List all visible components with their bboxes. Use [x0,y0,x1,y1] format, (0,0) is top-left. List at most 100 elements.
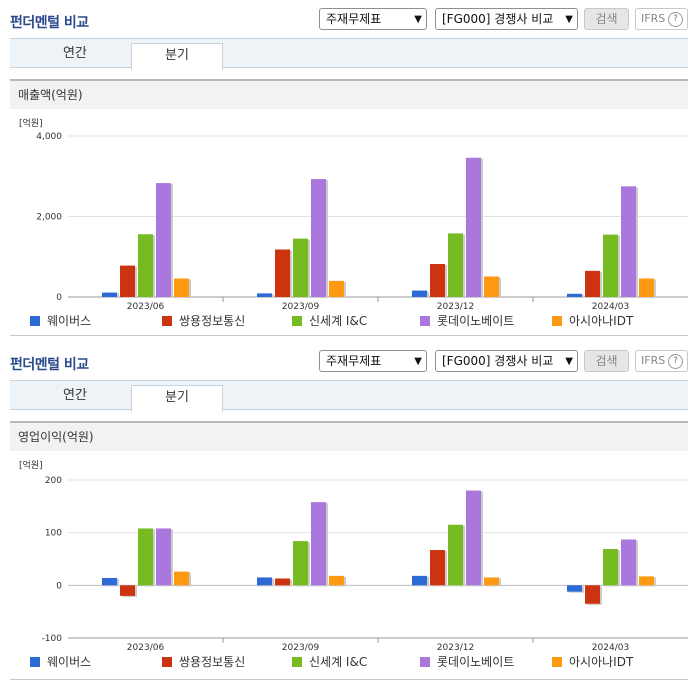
ifrs-label: IFRS [641,12,666,25]
legend-swatch [292,657,302,667]
legend-item[interactable]: 웨이버스 [30,654,91,670]
y-tick-label: 0 [56,581,62,591]
legend-item[interactable]: 롯데이노베이트 [420,654,514,670]
bar[interactable] [621,539,636,586]
legend-swatch [420,316,430,326]
x-tick-label: 2024/03 [592,302,629,311]
bar[interactable] [275,578,290,586]
bar[interactable] [275,249,290,297]
unit-label: [억원] [19,459,43,471]
bar[interactable] [257,577,272,586]
bar[interactable] [448,524,463,586]
legend-item[interactable]: 신세계 I&C [292,654,367,670]
help-icon[interactable]: ? [668,354,683,369]
legend-label: 쌍용정보통신 [179,314,246,328]
bar[interactable] [412,575,427,586]
statement-select[interactable]: 주재무제표 ▼ [319,8,427,30]
tab-quarterly[interactable]: 분기 [131,43,223,70]
legend-label: 웨이버스 [47,314,92,328]
panel-title: 펀더멘털 비교 [10,15,89,31]
bar[interactable] [585,585,600,604]
bar[interactable] [311,502,326,586]
bar[interactable] [174,278,189,297]
bar[interactable] [603,548,618,586]
bar[interactable] [466,157,481,297]
divider [10,335,688,336]
peer-group-select[interactable]: [FG000] 경쟁사 비교 ▼ [435,8,578,30]
bar[interactable] [585,270,600,297]
legend-label: 롯데이노베이트 [437,314,515,328]
y-tick-label: 2,000 [36,213,62,223]
bar[interactable] [412,290,427,297]
x-tick-label: 2023/12 [437,643,474,653]
legend-swatch [162,657,172,667]
tab-annual[interactable]: 연간 [63,46,87,61]
bar[interactable] [430,550,445,586]
bar[interactable] [621,186,636,297]
bar[interactable] [466,490,481,586]
x-tick-label: 2023/09 [282,643,320,653]
legend-swatch [552,316,562,326]
statement-select[interactable]: 주재무제표 ▼ [319,350,427,372]
tab-quarterly[interactable]: 분기 [131,385,223,412]
legend-item[interactable]: 아시아나IDT [552,654,633,670]
y-tick-label: -100 [42,634,63,644]
legend-swatch [552,657,562,667]
bar[interactable] [138,528,153,586]
panel-header: 펀더멘털 비교 주재무제표 ▼ [FG000] 경쟁사 비교 ▼ 검색 IFRS… [0,0,696,38]
bar[interactable] [120,585,135,596]
chevron-down-icon: ▼ [565,14,573,25]
metric-title: 영업이익(억원) [10,421,688,451]
legend-item[interactable]: 롯데이노베이트 [420,313,514,329]
legend-swatch [292,316,302,326]
y-tick-label: 100 [45,529,62,539]
unit-label: [억원] [19,117,43,129]
peer-group-select[interactable]: [FG000] 경쟁사 비교 ▼ [435,350,578,372]
bar[interactable] [567,293,582,297]
bar[interactable] [484,276,499,297]
bar[interactable] [311,179,326,297]
bar[interactable] [156,183,171,297]
search-button[interactable]: 검색 [584,8,629,30]
bar[interactable] [567,585,582,592]
bar[interactable] [639,576,654,586]
bar[interactable] [156,528,171,586]
legend-item[interactable]: 쌍용정보통신 [162,654,245,670]
ifrs-button[interactable]: IFRS ? [635,350,688,372]
tab-annual[interactable]: 연간 [63,388,87,403]
bar[interactable] [329,280,344,297]
bar[interactable] [293,541,308,586]
legend-swatch [30,316,40,326]
legend-label: 쌍용정보통신 [179,655,246,669]
bar[interactable] [102,577,117,586]
bar[interactable] [484,577,499,586]
peer-group-select-value: [FG000] 경쟁사 비교 [442,354,554,368]
search-button[interactable]: 검색 [584,350,629,372]
legend-label: 신세계 I&C [309,314,368,328]
bar[interactable] [430,263,445,297]
legend-item[interactable]: 아시아나IDT [552,313,633,329]
legend-label: 아시아나IDT [569,655,634,669]
bar[interactable] [120,265,135,297]
period-tabs: 연간 분기 [10,380,688,412]
legend-label: 롯데이노베이트 [437,655,515,669]
legend-item[interactable]: 웨이버스 [30,313,91,329]
legend-item[interactable]: 쌍용정보통신 [162,313,245,329]
bar[interactable] [329,575,344,586]
bar[interactable] [138,234,153,297]
legend-item[interactable]: 신세계 I&C [292,313,367,329]
fundamental-panel-operating-profit: 펀더멘털 비교 주재무제표 ▼ [FG000] 경쟁사 비교 ▼ 검색 IFRS… [0,342,696,684]
help-icon[interactable]: ? [668,12,683,27]
bar[interactable] [293,238,308,297]
x-tick-label: 2024/03 [592,643,629,653]
y-tick-label: 4,000 [36,132,62,142]
bar[interactable] [639,278,654,297]
statement-select-value: 주재무제표 [326,354,382,368]
ifrs-button[interactable]: IFRS ? [635,8,688,30]
bar[interactable] [448,233,463,297]
bar[interactable] [603,234,618,297]
bar[interactable] [102,292,117,297]
y-tick-label: 0 [56,293,62,303]
bar[interactable] [257,293,272,297]
bar[interactable] [174,571,189,586]
